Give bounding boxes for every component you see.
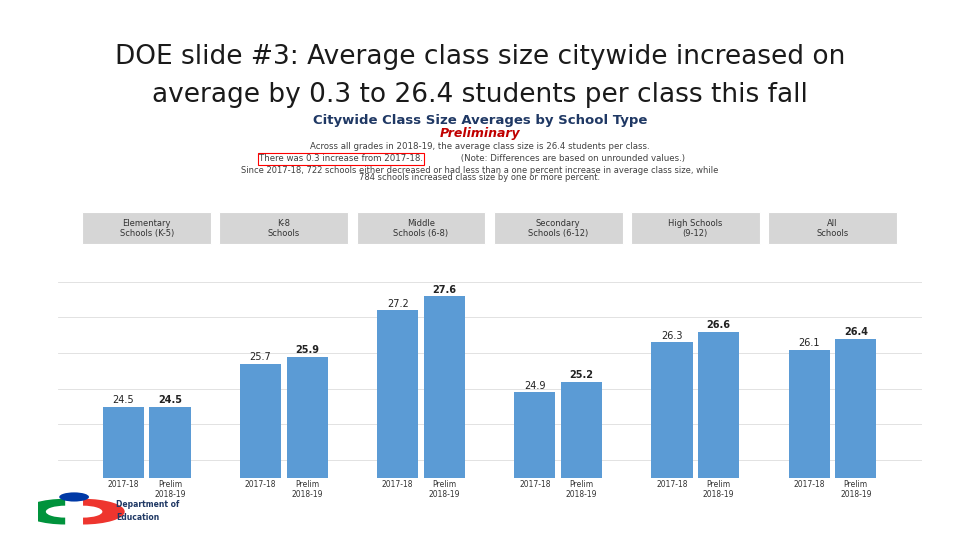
Bar [423,296,465,540]
Text: 26.4: 26.4 [844,327,868,338]
FancyBboxPatch shape [768,212,897,245]
Circle shape [60,492,89,502]
Text: There was 0.3 increase from 2017-18.: There was 0.3 increase from 2017-18. [259,154,422,163]
Bar [561,382,602,540]
Text: All
Schools: All Schools [816,219,849,238]
FancyBboxPatch shape [220,212,348,245]
Text: 2017-18: 2017-18 [657,480,687,489]
Text: 2017-18: 2017-18 [793,480,825,489]
Text: 25.2: 25.2 [569,370,593,380]
Text: Department of: Department of [116,500,180,509]
Text: 27.2: 27.2 [387,299,409,309]
Text: 2017-18: 2017-18 [245,480,276,489]
Text: DOE slide #3: Average class size citywide increased on: DOE slide #3: Average class size citywid… [115,44,845,70]
Text: 26.1: 26.1 [799,338,820,348]
Text: K-8
Schools: K-8 Schools [268,219,300,238]
Bar [377,310,419,540]
FancyBboxPatch shape [631,212,759,245]
FancyBboxPatch shape [356,212,486,245]
Text: Prelim
2018-19: Prelim 2018-19 [292,480,323,499]
Text: Prelim
2018-19: Prelim 2018-19 [840,480,872,499]
Text: Across all grades in 2018-19, the average class size is 26.4 students per class.: Across all grades in 2018-19, the averag… [310,143,650,151]
Text: 2017-18: 2017-18 [382,480,414,489]
Bar [652,342,692,540]
Text: (Note: Differences are based on unrounded values.): (Note: Differences are based on unrounde… [458,154,684,163]
Text: Overall class size averages include general education, Integrated Co-Teaching (I: Overall class size averages include gene… [238,509,818,515]
Text: 3: 3 [911,504,923,519]
Text: Middle
Schools (6-8): Middle Schools (6-8) [394,219,448,238]
Text: 25.7: 25.7 [250,353,272,362]
Text: Prelim
2018-19: Prelim 2018-19 [703,480,734,499]
Bar [835,339,876,540]
Text: average by 0.3 to 26.4 students per class this fall: average by 0.3 to 26.4 students per clas… [152,82,808,107]
Text: 26.3: 26.3 [661,331,683,341]
Text: Secondary
Schools (6-12): Secondary Schools (6-12) [528,219,588,238]
Wedge shape [83,499,125,524]
Text: 24.5: 24.5 [112,395,134,405]
Text: 2017-18: 2017-18 [519,480,551,489]
Bar [240,364,281,540]
Text: 26.6: 26.6 [707,320,731,330]
Text: Prelim
2018-19: Prelim 2018-19 [565,480,597,499]
Text: 784 schools increased class size by one or more percent.: 784 schools increased class size by one … [359,173,601,182]
Text: 24.5: 24.5 [158,395,182,405]
Text: Prelim
2018-19: Prelim 2018-19 [428,480,460,499]
Text: 2017-18: 2017-18 [108,480,139,489]
Text: Elementary
Schools (K-5): Elementary Schools (K-5) [120,219,174,238]
Wedge shape [23,499,65,524]
Text: 25.9: 25.9 [295,345,319,355]
Text: Prelim
2018-19: Prelim 2018-19 [155,480,186,499]
Text: 27.6: 27.6 [432,285,456,295]
Text: Since 2017-18, 722 schools either decreased or had less than a one percent incre: Since 2017-18, 722 schools either decrea… [241,166,719,174]
Bar [287,357,327,540]
Bar [698,332,739,540]
Bar [515,393,556,540]
Text: Preliminary: Preliminary [440,127,520,140]
Text: Citywide Class Size Averages by School Type: Citywide Class Size Averages by School T… [313,114,647,127]
FancyBboxPatch shape [83,212,211,245]
Bar [150,407,191,540]
Text: High Schools
(9-12): High Schools (9-12) [668,219,723,238]
Bar [788,349,829,540]
Text: Education: Education [116,512,159,522]
Text: 24.9: 24.9 [524,381,545,391]
FancyBboxPatch shape [493,212,623,245]
Bar [103,407,144,540]
